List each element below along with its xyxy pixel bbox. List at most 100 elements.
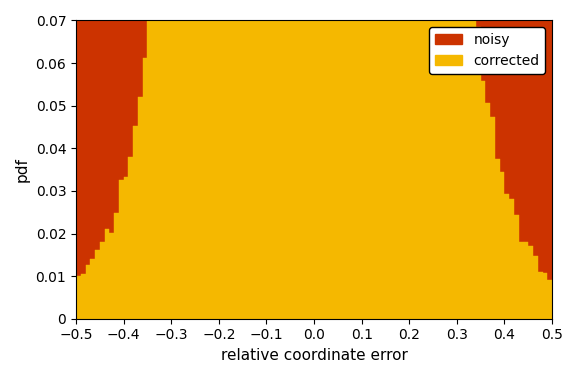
Bar [466, 0, 471, 319]
Bar [186, 0, 190, 319]
Bar [518, 0, 524, 319]
Bar [105, 229, 109, 319]
Bar [190, 0, 195, 319]
Bar [447, 0, 452, 319]
Bar [495, 159, 500, 319]
Bar [224, 0, 228, 319]
Bar [209, 0, 214, 319]
Bar [433, 0, 438, 319]
Bar [233, 0, 238, 319]
Bar [266, 0, 271, 319]
Bar [343, 0, 347, 319]
Bar [281, 0, 286, 319]
Bar [171, 0, 176, 319]
Bar [286, 0, 290, 319]
Bar [533, 0, 538, 319]
Bar [543, 0, 547, 319]
Bar [447, 0, 452, 319]
Bar [495, 0, 500, 319]
X-axis label: relative coordinate error: relative coordinate error [221, 348, 407, 363]
Bar [547, 0, 552, 319]
Bar [414, 0, 419, 319]
Bar [486, 103, 490, 319]
Bar [324, 0, 328, 319]
Bar [424, 0, 428, 319]
Bar [357, 0, 362, 319]
Bar [133, 0, 138, 319]
Bar [124, 0, 128, 319]
Bar [295, 0, 300, 319]
Bar [200, 0, 205, 319]
Bar [528, 0, 533, 319]
Bar [243, 0, 247, 319]
Bar [166, 0, 171, 319]
Bar [505, 0, 509, 319]
Bar [243, 0, 247, 319]
Bar [324, 0, 328, 319]
Bar [457, 0, 462, 319]
Bar [147, 0, 152, 319]
Bar [290, 0, 295, 319]
Legend: noisy, corrected: noisy, corrected [429, 28, 545, 73]
Bar [343, 0, 347, 319]
Bar [333, 0, 338, 319]
Bar [300, 0, 305, 319]
Bar [205, 0, 209, 319]
Bar [162, 0, 166, 319]
Bar [209, 0, 214, 319]
Bar [405, 0, 409, 319]
Bar [476, 27, 481, 319]
Bar [433, 0, 438, 319]
Bar [86, 0, 90, 319]
Bar [305, 0, 309, 319]
Bar [128, 156, 133, 319]
Bar [176, 0, 181, 319]
Bar [290, 0, 295, 319]
Bar [319, 0, 324, 319]
Bar [319, 0, 324, 319]
Bar [352, 0, 357, 319]
Bar [366, 0, 371, 319]
Bar [338, 0, 343, 319]
Bar [328, 0, 333, 319]
Bar [309, 0, 314, 319]
Bar [509, 0, 514, 319]
Bar [128, 0, 133, 319]
Bar [143, 0, 147, 319]
Bar [314, 0, 319, 319]
Bar [105, 0, 109, 319]
Bar [257, 0, 262, 319]
Bar [386, 0, 390, 319]
Bar [518, 242, 524, 319]
Bar [428, 0, 433, 319]
Bar [457, 0, 462, 319]
Bar [490, 0, 495, 319]
Bar [195, 0, 200, 319]
Bar [400, 0, 405, 319]
Bar [443, 0, 447, 319]
Bar [271, 0, 276, 319]
Bar [490, 117, 495, 319]
Bar [124, 177, 128, 319]
Bar [138, 98, 143, 319]
Bar [262, 0, 266, 319]
Bar [500, 172, 505, 319]
Bar [266, 0, 271, 319]
Bar [371, 0, 376, 319]
Bar [228, 0, 233, 319]
Bar [157, 0, 162, 319]
Bar [147, 20, 152, 319]
Bar [509, 200, 514, 319]
Bar [366, 0, 371, 319]
Bar [262, 0, 266, 319]
Bar [281, 0, 286, 319]
Bar [81, 274, 86, 319]
Bar [152, 0, 157, 319]
Bar [195, 0, 200, 319]
Bar [233, 0, 238, 319]
Bar [390, 0, 395, 319]
Bar [481, 81, 486, 319]
Bar [376, 0, 381, 319]
Bar [514, 0, 518, 319]
Bar [505, 194, 509, 319]
